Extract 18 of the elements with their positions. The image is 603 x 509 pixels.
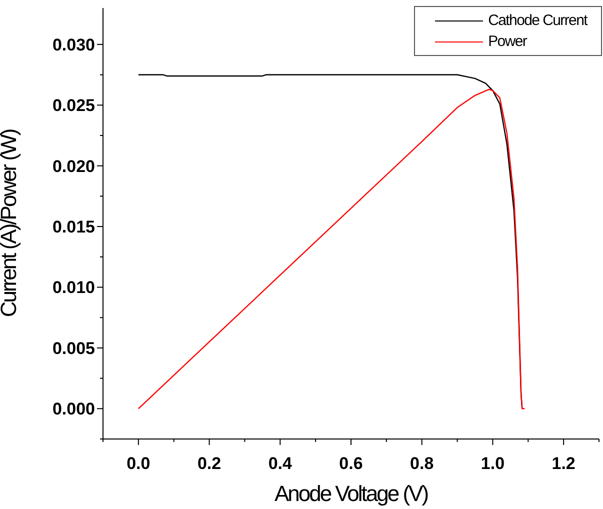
y-tick-label: 0.020 xyxy=(52,156,95,176)
legend-label: Power xyxy=(488,33,527,50)
y-tick-label: 0.010 xyxy=(52,278,95,298)
y-tick-label: 0.025 xyxy=(52,96,95,116)
x-tick-label: 0.6 xyxy=(339,454,363,473)
y-tick-label: 0.000 xyxy=(52,400,95,419)
x-tick-label: 0.4 xyxy=(268,454,292,473)
x-tick-label: 0.8 xyxy=(410,454,434,473)
y-tick-label: 0.005 xyxy=(52,338,95,358)
y-tick-label: 0.030 xyxy=(52,35,95,54)
x-tick-label: 1.0 xyxy=(480,454,505,473)
x-tick-label: 1.2 xyxy=(552,454,576,473)
y-axis-title: Current (A)/Power (W) xyxy=(0,130,21,318)
x-axis-title: Anode Voltage (V) xyxy=(274,481,428,506)
x-tick-label: 0.2 xyxy=(197,454,222,473)
y-tick-label: 0.015 xyxy=(52,218,95,237)
legend-label: Cathode Current xyxy=(488,12,587,29)
x-tick-label: 0.0 xyxy=(126,454,150,473)
